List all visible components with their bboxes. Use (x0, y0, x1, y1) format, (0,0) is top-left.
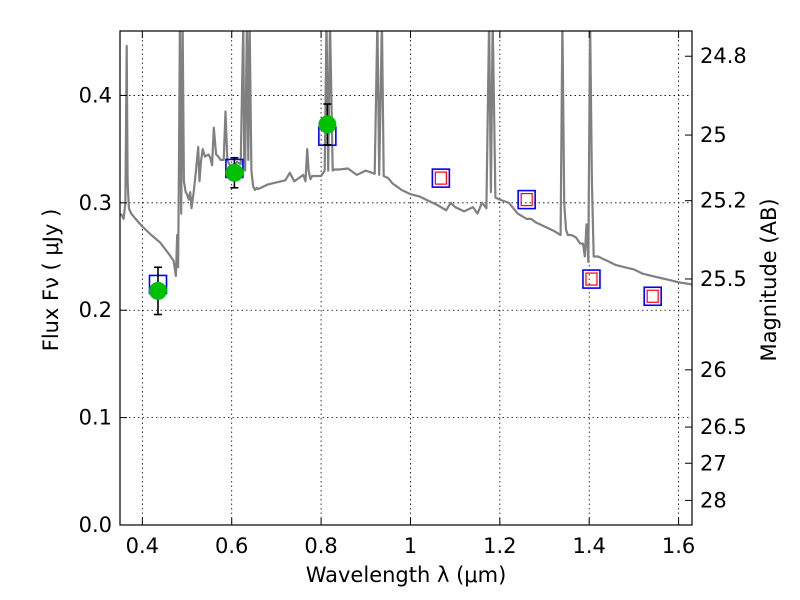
right-tick-label: 24.8 (700, 44, 747, 68)
predicted-photometry-square (520, 193, 533, 207)
x-tick-label: 0.6 (215, 534, 248, 558)
model-photometry-square (643, 286, 662, 307)
right-tick-label: 25 (700, 123, 727, 147)
axis-ticks (120, 31, 692, 526)
x-tick-label: 1.4 (573, 534, 606, 558)
y-tick-label: 0.4 (79, 83, 112, 107)
right-tick-label: 25.5 (700, 267, 747, 291)
model-photometry-square (431, 168, 451, 188)
model-photometry-square (517, 189, 536, 210)
y-tick-label: 0.2 (79, 298, 112, 322)
right-tick-label: 25.2 (700, 189, 747, 213)
x-tick-label: 1 (404, 534, 417, 558)
x-tick-label: 1.2 (483, 534, 516, 558)
right-tick-label: 26 (700, 358, 727, 382)
model-sed-line (120, 31, 692, 286)
x-tick-label: 0.4 (126, 534, 159, 558)
predicted-photometry-square (646, 289, 659, 303)
right-tick-label: 27 (700, 451, 727, 475)
plot-area (120, 31, 692, 316)
predicted-photometry-square (434, 171, 447, 185)
observed-photometry-point (318, 115, 337, 134)
right-tick-label: 26.5 (700, 415, 747, 439)
y-axis-title: Flux Fν ( μJy ) (39, 209, 63, 352)
x-tick-label: 0.8 (304, 534, 337, 558)
x-axis-title: Wavelength λ (μm) (306, 563, 507, 587)
observed-photometry-point (148, 281, 167, 300)
model-photometry-square (582, 269, 601, 289)
y-axis-right-title: Magnitude (AB) (757, 198, 781, 361)
x-tick-label: 1.6 (662, 534, 695, 558)
plot-frame (119, 30, 693, 526)
y-tick-label: 0.0 (79, 513, 112, 537)
predicted-photometry-square (585, 272, 598, 286)
right-tick-label: 28 (700, 488, 727, 512)
observed-photometry-point (225, 163, 244, 182)
axis-tick-labels: 0.4 0.6 0.8 1 1.2 1.4 1.6 0.0 0.1 0.2 0.3 0.4 24.8 25… (79, 44, 747, 558)
y-tick-label: 0.3 (79, 191, 112, 215)
y-tick-label: 0.1 (79, 406, 112, 430)
